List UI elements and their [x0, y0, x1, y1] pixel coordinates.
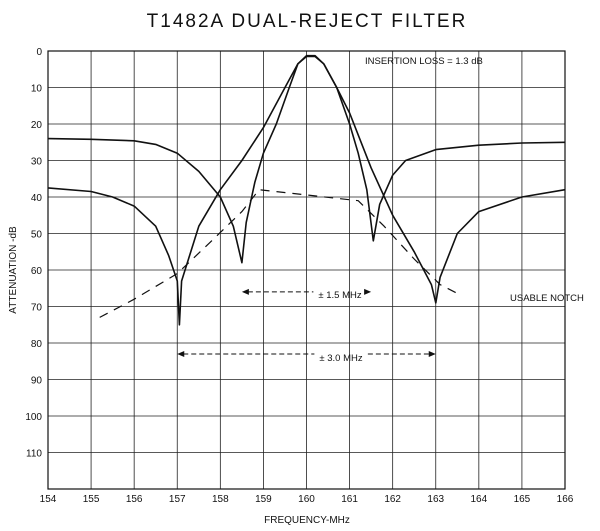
x-tick-label: 154	[40, 494, 57, 505]
bandwidth-1-5-label: ± 1.5 MHz	[318, 290, 361, 301]
bandwidth-3-0-label: ± 3.0 MHz	[319, 353, 362, 364]
y-tick-label: 60	[31, 266, 43, 277]
response-curve-2	[47, 54, 566, 326]
y-tick-label: 50	[31, 230, 43, 241]
arrowhead-left	[177, 350, 185, 357]
x-tick-label: 164	[470, 494, 487, 505]
arrowhead-right	[428, 350, 436, 357]
y-tick-label: 40	[31, 193, 43, 204]
x-tick-label: 160	[298, 494, 315, 505]
x-axis-label: FREQUENCY-MHz	[264, 515, 350, 526]
plot-frame	[47, 50, 566, 490]
arrowhead-right	[364, 288, 372, 295]
tick-labels: 154 155 156 157 158 159 160 161 162 163 164 165 166 0…	[25, 47, 573, 505]
usable-notch-curve	[99, 189, 462, 318]
y-tick-label: 110	[26, 449, 42, 460]
x-tick-label: 156	[126, 494, 143, 505]
insertion-loss-annotation: INSERTION LOSS = 1.3 dB	[365, 56, 483, 67]
y-tick-label: 20	[31, 120, 43, 131]
y-tick-label: 70	[31, 303, 43, 314]
y-tick-label: 80	[31, 339, 43, 350]
x-tick-label: 163	[427, 494, 444, 505]
x-tick-label: 159	[255, 494, 272, 505]
x-tick-label: 155	[83, 494, 100, 505]
arrowhead-left	[241, 288, 249, 295]
annotations: INSERTION LOSS = 1.3 dB ± 1.5 MHz ± 3.0 …	[177, 56, 584, 364]
y-tick-label: 90	[31, 376, 43, 387]
x-tick-label: 166	[557, 494, 574, 505]
x-tick-label: 161	[341, 494, 358, 505]
x-tick-label: 162	[384, 494, 401, 505]
y-tick-label: 30	[31, 157, 43, 168]
usable-notch-label: USABLE NOTCH	[510, 293, 584, 304]
x-tick-label: 165	[514, 494, 531, 505]
y-tick-label: 100	[25, 412, 42, 423]
x-tick-label: 158	[212, 494, 229, 505]
y-axis-label: ATTENUATION -dB	[8, 226, 19, 314]
y-tick-label: 0	[36, 47, 42, 58]
y-tick-label: 10	[31, 84, 43, 95]
series-layer	[47, 54, 566, 326]
grid	[48, 51, 565, 489]
chart-title: T1482A DUAL-REJECT FILTER	[147, 11, 468, 32]
x-tick-label: 157	[169, 494, 186, 505]
